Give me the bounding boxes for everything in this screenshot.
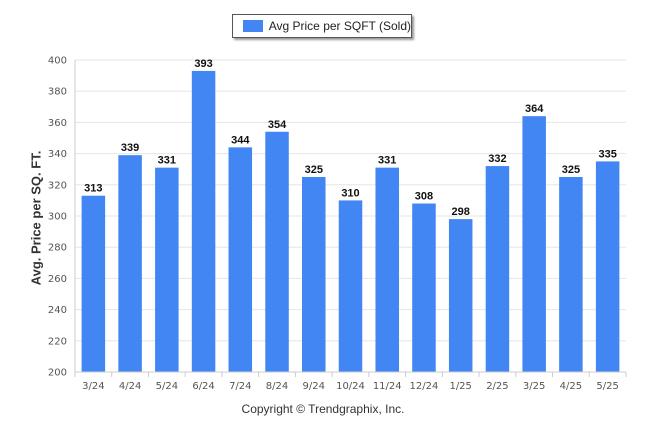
data-label: 298 <box>452 206 470 218</box>
y-tick-label: 340 <box>48 149 67 160</box>
bar <box>155 167 179 372</box>
y-tick-label: 240 <box>48 305 67 316</box>
y-tick-label: 220 <box>48 336 67 347</box>
data-label: 331 <box>378 155 396 167</box>
data-label: 335 <box>598 148 616 160</box>
x-tick-label: 5/24 <box>156 381 178 392</box>
data-label: 339 <box>121 142 139 154</box>
y-tick-label: 360 <box>48 118 67 129</box>
x-tick-label: 12/24 <box>410 381 439 392</box>
x-tick-label: 10/24 <box>336 381 365 392</box>
x-tick-label: 1/25 <box>449 381 471 392</box>
data-label: 354 <box>268 119 287 131</box>
data-label: 325 <box>305 164 323 176</box>
copyright-text: Copyright © Trendgraphix, Inc. <box>241 402 405 416</box>
data-label: 393 <box>194 58 212 70</box>
y-tick-label: 280 <box>48 243 67 254</box>
x-tick-label: 4/25 <box>560 381 582 392</box>
y-tick-label: 200 <box>48 368 67 379</box>
bar <box>375 167 399 372</box>
data-label: 331 <box>158 155 176 167</box>
data-label: 332 <box>488 153 506 165</box>
x-tick-label: 5/25 <box>596 381 618 392</box>
y-tick-label: 400 <box>48 56 67 67</box>
x-tick-label: 4/24 <box>119 381 141 392</box>
data-label: 344 <box>231 134 250 146</box>
bar <box>191 70 216 373</box>
bar <box>559 177 583 372</box>
bar <box>118 155 142 372</box>
bar <box>338 200 363 372</box>
legend: Avg Price per SQFT (Sold) <box>232 14 412 38</box>
legend-swatch <box>243 20 263 32</box>
y-tick-label: 300 <box>48 212 67 223</box>
bar <box>412 203 436 372</box>
bar <box>522 116 546 372</box>
bar <box>265 131 289 372</box>
bar <box>485 166 510 372</box>
x-tick-label: 2/25 <box>486 381 508 392</box>
x-tick-label: 11/24 <box>373 381 402 392</box>
y-tick-label: 320 <box>48 180 67 191</box>
legend-label: Avg Price per SQFT (Sold) <box>268 19 411 33</box>
x-tick-label: 9/24 <box>303 381 325 392</box>
x-tick-label: 6/24 <box>192 381 214 392</box>
y-tick-label: 260 <box>48 274 67 285</box>
data-label: 308 <box>415 191 433 203</box>
data-label: 313 <box>84 183 102 195</box>
bar <box>448 219 473 372</box>
data-label: 364 <box>525 103 544 115</box>
x-tick-label: 3/24 <box>82 381 104 392</box>
bar <box>302 177 326 372</box>
x-tick-label: 8/24 <box>266 381 288 392</box>
bar <box>228 147 253 372</box>
data-label: 325 <box>562 164 580 176</box>
x-tick-label: 3/25 <box>523 381 545 392</box>
y-tick-label: 380 <box>48 87 67 98</box>
x-tick-label: 7/24 <box>229 381 251 392</box>
bar <box>81 195 106 372</box>
bar <box>595 161 620 372</box>
data-label: 310 <box>341 187 359 199</box>
